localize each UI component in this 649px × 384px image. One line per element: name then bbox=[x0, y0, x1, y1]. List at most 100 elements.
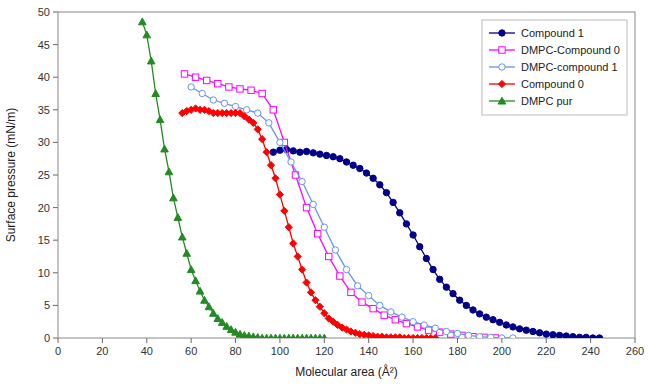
x-axis-label: Molecular area (Å²) bbox=[295, 364, 398, 379]
point bbox=[237, 86, 243, 92]
y-axis: 05101520253035404550 bbox=[38, 6, 58, 344]
point bbox=[285, 224, 292, 231]
point bbox=[259, 136, 266, 143]
point bbox=[563, 333, 569, 338]
point bbox=[383, 189, 389, 195]
point bbox=[255, 110, 261, 116]
y-tick bbox=[53, 175, 58, 176]
point bbox=[152, 90, 160, 97]
point bbox=[421, 322, 427, 328]
y-tick bbox=[53, 44, 58, 45]
point bbox=[316, 303, 323, 310]
point bbox=[443, 284, 449, 290]
point bbox=[330, 154, 336, 160]
x-tick bbox=[546, 338, 547, 343]
y-tick bbox=[53, 338, 58, 339]
point bbox=[210, 309, 218, 316]
point bbox=[297, 149, 303, 155]
point bbox=[270, 107, 276, 113]
x-tick bbox=[413, 338, 414, 343]
point bbox=[423, 255, 429, 261]
point bbox=[317, 151, 323, 157]
point bbox=[199, 90, 205, 96]
y-tick-label: 20 bbox=[38, 202, 50, 214]
point bbox=[377, 302, 383, 308]
y-tick-label: 30 bbox=[38, 136, 50, 148]
point bbox=[476, 311, 482, 317]
point bbox=[490, 317, 496, 323]
point bbox=[215, 81, 221, 87]
point bbox=[343, 159, 349, 165]
point bbox=[399, 314, 405, 320]
point bbox=[267, 162, 274, 169]
point bbox=[483, 314, 489, 320]
point bbox=[299, 178, 305, 184]
y-tick-label: 40 bbox=[38, 71, 50, 83]
point bbox=[210, 97, 216, 103]
legend: Compound 1 DMPC-Compound 0 DMPC-compound 1… bbox=[482, 20, 627, 115]
series bbox=[181, 71, 498, 338]
point bbox=[388, 309, 394, 315]
point bbox=[470, 307, 476, 313]
x-tick-label: 260 bbox=[626, 345, 644, 357]
legend-marker bbox=[499, 30, 505, 36]
point bbox=[403, 221, 409, 227]
series bbox=[270, 146, 603, 338]
x-tick bbox=[324, 338, 325, 343]
point bbox=[332, 247, 338, 253]
x-tick-label: 180 bbox=[448, 345, 466, 357]
point bbox=[583, 334, 589, 338]
legend-item: Compound 1 bbox=[489, 27, 584, 39]
point bbox=[226, 84, 232, 90]
x-tick bbox=[635, 338, 636, 343]
series-line bbox=[142, 22, 324, 338]
point bbox=[314, 230, 320, 236]
y-tick bbox=[53, 240, 58, 241]
x-tick-label: 40 bbox=[141, 345, 153, 357]
point bbox=[303, 148, 309, 154]
y-tick bbox=[53, 109, 58, 110]
point bbox=[417, 244, 423, 250]
point bbox=[381, 312, 387, 318]
point bbox=[248, 87, 254, 93]
point bbox=[337, 273, 343, 279]
y-tick-label: 35 bbox=[38, 104, 50, 116]
point bbox=[294, 253, 301, 260]
point bbox=[456, 297, 462, 303]
point bbox=[310, 201, 316, 207]
series-line bbox=[182, 108, 435, 338]
x-tick-label: 220 bbox=[537, 345, 555, 357]
point bbox=[196, 287, 204, 294]
y-tick-label: 25 bbox=[38, 169, 50, 181]
y-tick-label: 50 bbox=[38, 6, 50, 18]
point bbox=[550, 332, 556, 338]
point bbox=[174, 214, 182, 221]
legend-marker bbox=[499, 47, 505, 53]
point bbox=[303, 279, 310, 286]
point bbox=[276, 191, 283, 198]
point bbox=[288, 159, 294, 165]
x-tick bbox=[590, 338, 591, 343]
point bbox=[188, 84, 194, 90]
legend-item: DMPC-compound 1 bbox=[489, 61, 618, 73]
point bbox=[410, 319, 416, 325]
point bbox=[463, 302, 469, 308]
series bbox=[179, 105, 439, 338]
point bbox=[326, 253, 332, 259]
chart: 0204060801001201401601802002202402600510… bbox=[0, 0, 649, 384]
point bbox=[307, 289, 314, 296]
legend-item: DMPC-Compound 0 bbox=[489, 44, 620, 56]
point bbox=[590, 335, 596, 338]
point bbox=[432, 334, 439, 338]
point bbox=[443, 328, 449, 334]
y-tick-label: 15 bbox=[38, 234, 50, 246]
point bbox=[570, 333, 576, 338]
point bbox=[187, 266, 195, 273]
x-tick-label: 100 bbox=[271, 345, 289, 357]
point bbox=[523, 327, 529, 333]
point bbox=[392, 317, 398, 323]
y-tick bbox=[53, 305, 58, 306]
point bbox=[139, 18, 147, 25]
point bbox=[465, 332, 471, 338]
x-tick bbox=[58, 338, 59, 343]
